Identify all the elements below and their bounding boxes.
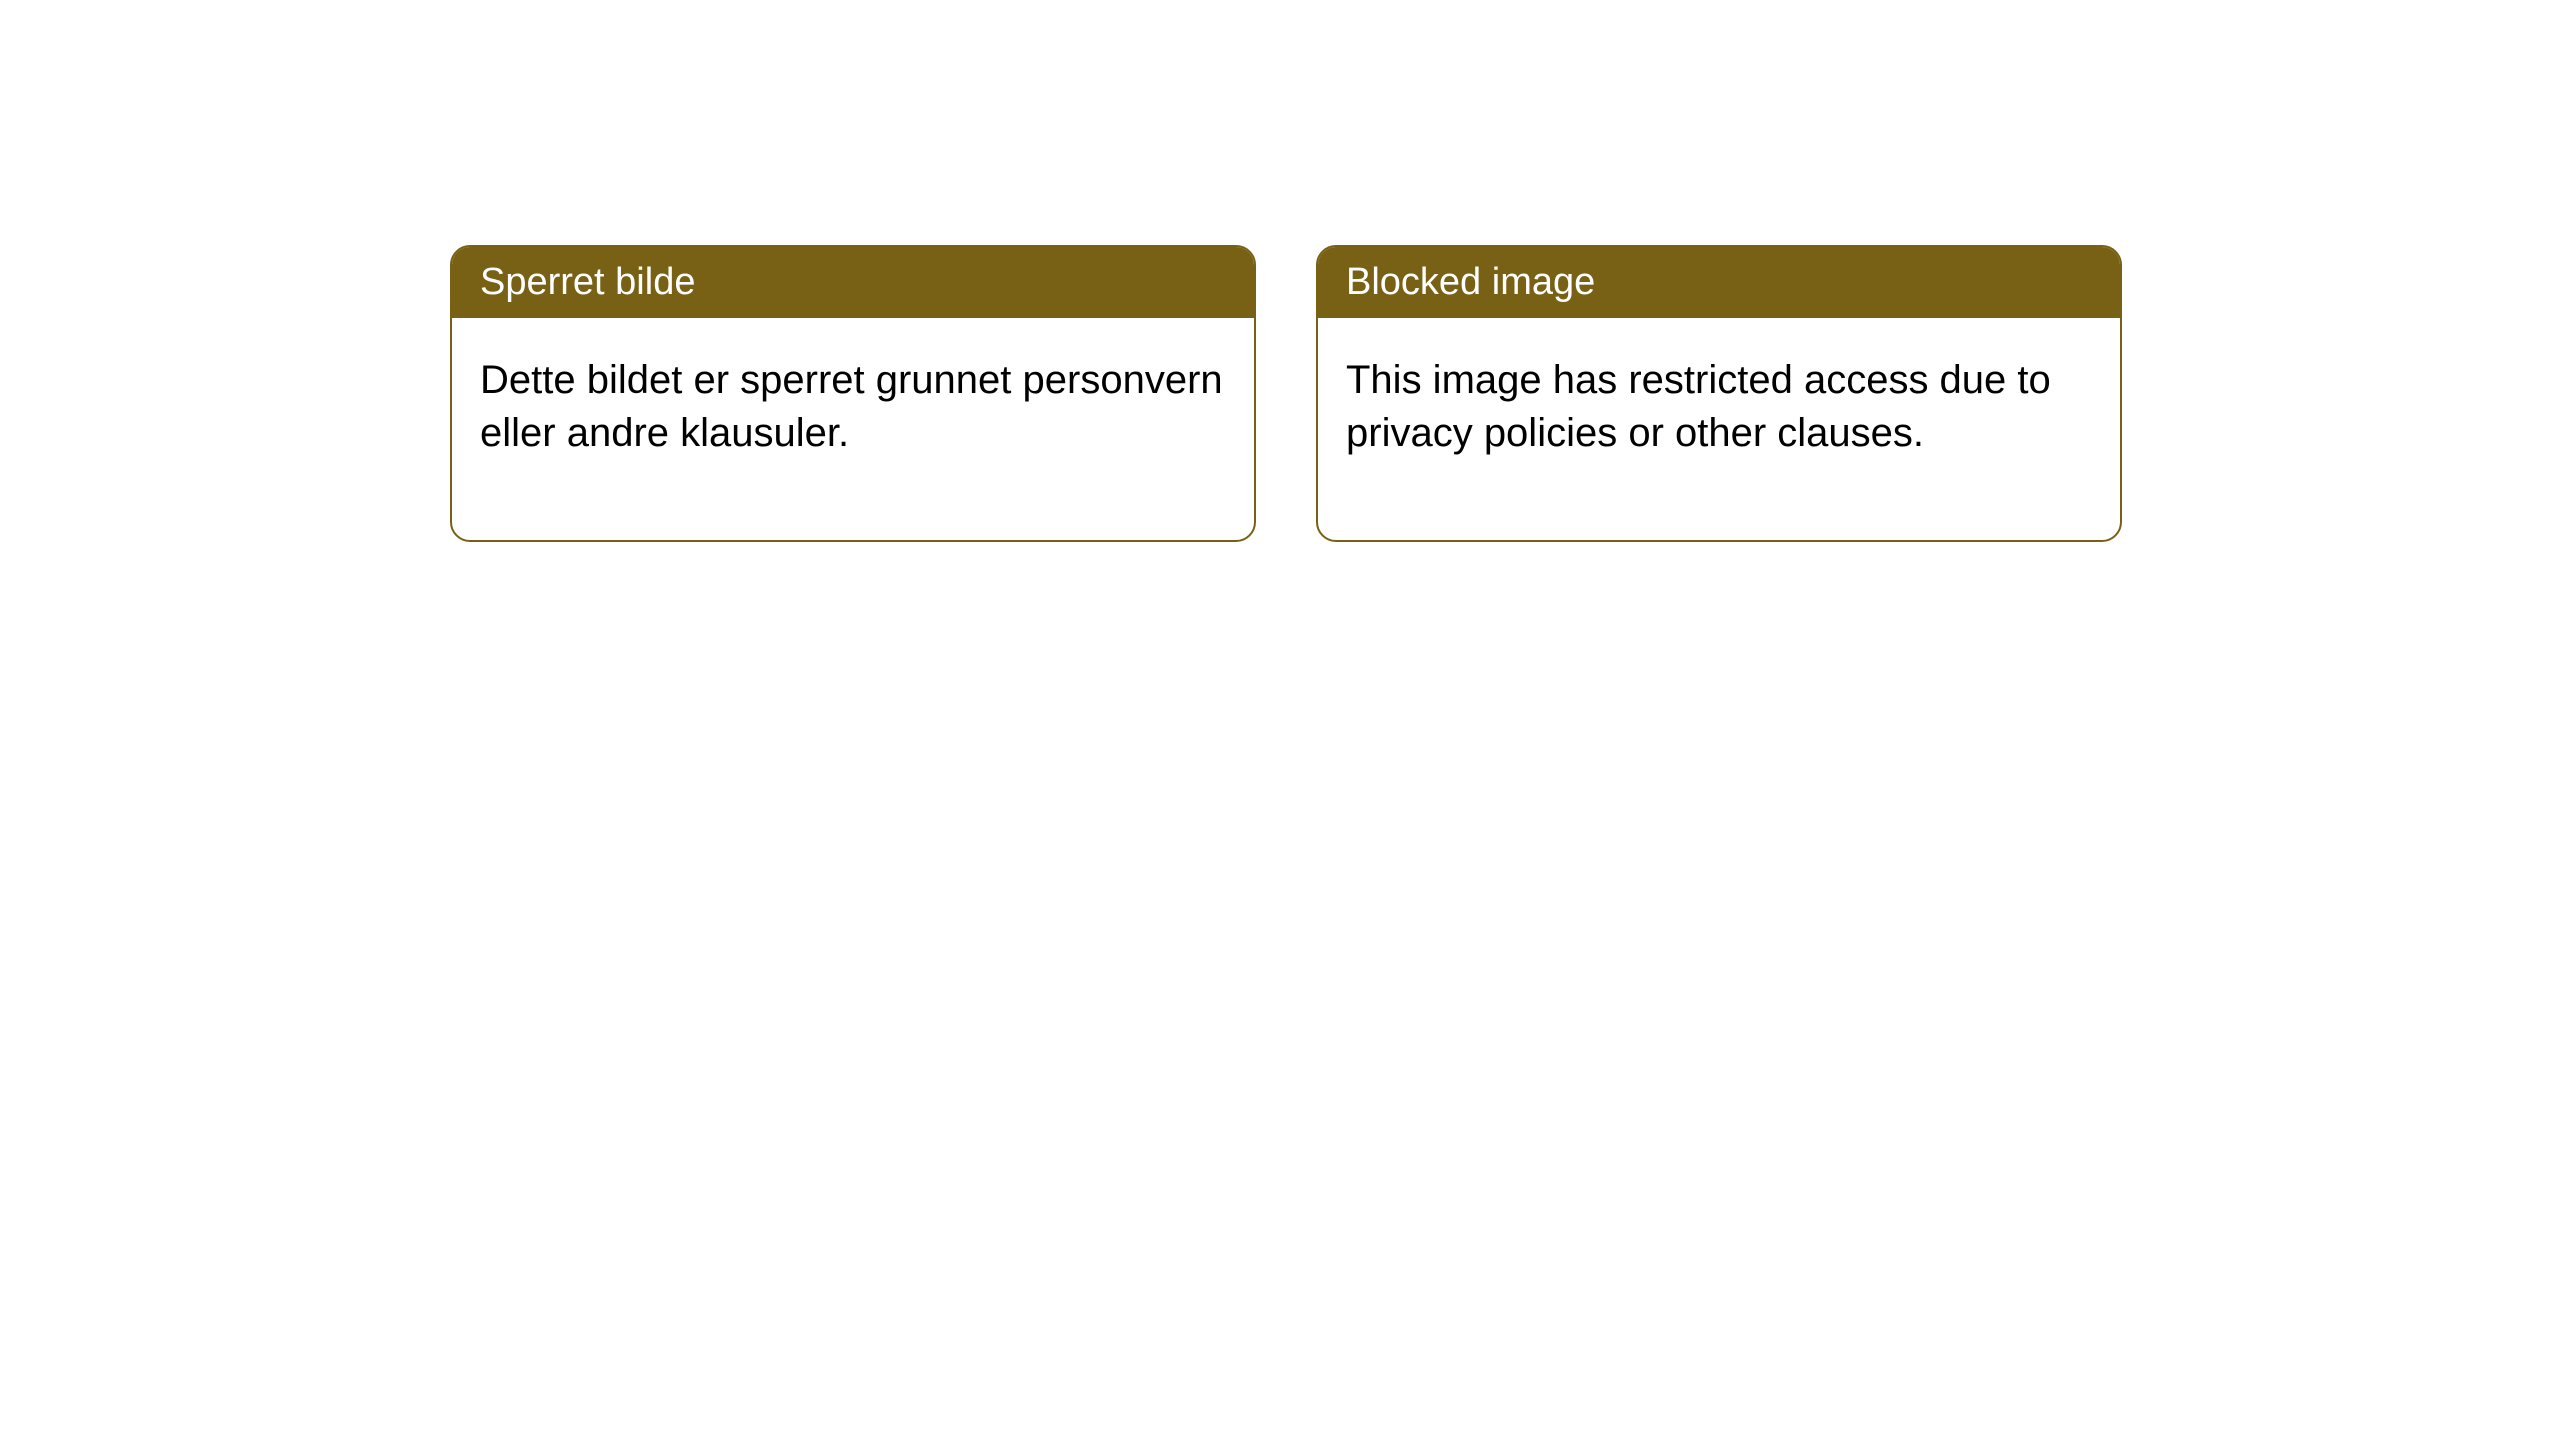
notice-card-en: Blocked image This image has restricted … [1316, 245, 2122, 542]
card-title: Blocked image [1346, 261, 1595, 303]
card-header: Sperret bilde [452, 247, 1254, 318]
card-body: This image has restricted access due to … [1318, 318, 2120, 540]
card-body: Dette bildet er sperret grunnet personve… [452, 318, 1254, 540]
card-container: Sperret bilde Dette bildet er sperret gr… [450, 245, 2560, 542]
card-body-text: Dette bildet er sperret grunnet personve… [480, 358, 1223, 455]
card-header: Blocked image [1318, 247, 2120, 318]
card-title: Sperret bilde [480, 261, 695, 303]
notice-card-no: Sperret bilde Dette bildet er sperret gr… [450, 245, 1256, 542]
card-body-text: This image has restricted access due to … [1346, 358, 2051, 455]
